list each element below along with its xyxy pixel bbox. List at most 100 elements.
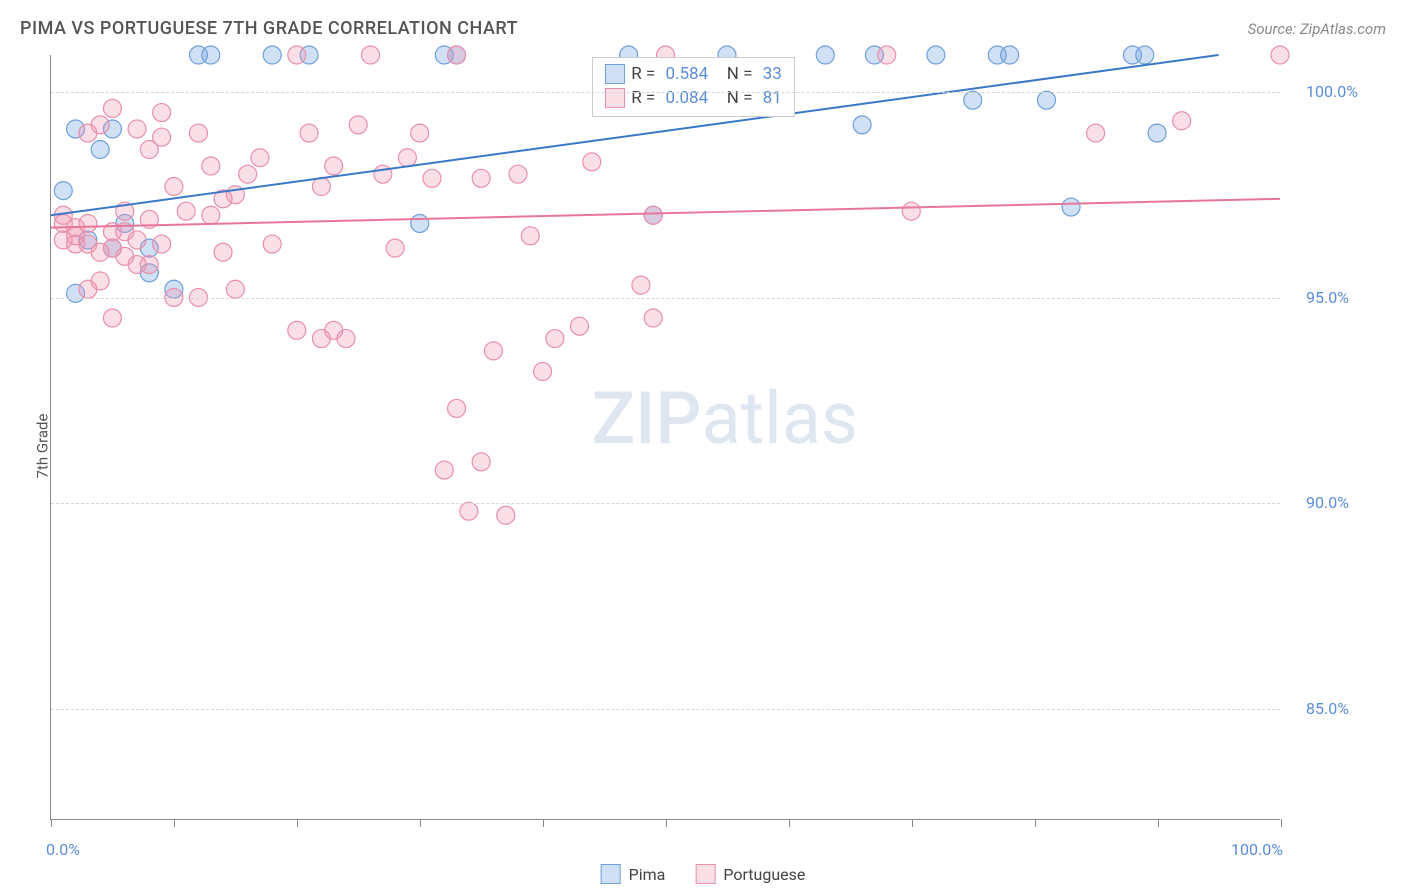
- x-tick: [420, 819, 421, 827]
- data-point: [583, 153, 601, 171]
- data-point: [644, 206, 662, 224]
- y-tick-label: 85.0%: [1306, 699, 1349, 718]
- legend-series-name: Pima: [629, 865, 666, 884]
- data-point: [497, 506, 515, 524]
- data-point: [546, 330, 564, 348]
- y-axis-label: 7th Grade: [33, 414, 51, 479]
- legend-r-label: R =: [631, 64, 659, 84]
- data-point: [644, 309, 662, 327]
- data-point: [103, 309, 121, 327]
- legend-n-value: 81: [763, 88, 782, 108]
- x-tick-label: 100.0%: [1231, 840, 1283, 859]
- data-point: [251, 149, 269, 167]
- data-point: [448, 399, 466, 417]
- data-point: [1148, 124, 1166, 142]
- data-point: [91, 141, 109, 159]
- legend-r-value: 0.084: [665, 88, 708, 108]
- data-point: [534, 362, 552, 380]
- gridline: [51, 709, 1280, 710]
- y-tick-label: 95.0%: [1306, 288, 1349, 307]
- x-tick: [912, 819, 913, 827]
- legend-n-label: N =: [714, 64, 757, 84]
- data-point: [177, 202, 195, 220]
- data-point: [853, 116, 871, 134]
- legend-n-label: N =: [714, 88, 757, 108]
- data-point: [202, 157, 220, 175]
- data-point: [521, 227, 539, 245]
- data-point: [632, 276, 650, 294]
- legend-r-value: 0.584: [665, 64, 708, 84]
- legend-swatch: [605, 88, 625, 108]
- y-tick-label: 100.0%: [1306, 82, 1358, 101]
- data-point: [153, 128, 171, 146]
- legend-row: R = 0.084 N = 81: [605, 86, 782, 110]
- x-tick: [174, 819, 175, 827]
- data-point: [202, 46, 220, 64]
- data-point: [165, 178, 183, 196]
- data-point: [263, 235, 281, 253]
- data-point: [300, 124, 318, 142]
- data-point: [423, 169, 441, 187]
- legend-item: Portuguese: [695, 864, 805, 884]
- data-point: [1001, 46, 1019, 64]
- legend-swatch: [601, 864, 621, 884]
- data-point: [153, 235, 171, 253]
- x-tick: [1281, 819, 1282, 827]
- x-tick: [51, 819, 52, 827]
- data-point: [472, 169, 490, 187]
- data-point: [927, 46, 945, 64]
- data-point: [202, 206, 220, 224]
- data-point: [878, 46, 896, 64]
- gridline: [51, 92, 1280, 93]
- data-point: [91, 116, 109, 134]
- series-legend: Pima Portuguese: [601, 864, 806, 884]
- x-tick: [297, 819, 298, 827]
- data-point: [484, 342, 502, 360]
- data-point: [816, 46, 834, 64]
- legend-row: R = 0.584 N = 33: [605, 62, 782, 86]
- source-label: Source: ZipAtlas.com: [1248, 20, 1386, 38]
- data-point: [386, 239, 404, 257]
- x-tick: [1035, 819, 1036, 827]
- data-point: [79, 215, 97, 233]
- data-point: [964, 91, 982, 109]
- data-point: [312, 178, 330, 196]
- data-point: [128, 120, 146, 138]
- legend-swatch: [605, 64, 625, 84]
- x-tick: [543, 819, 544, 827]
- data-point: [153, 104, 171, 122]
- x-tick: [666, 819, 667, 827]
- data-point: [1062, 198, 1080, 216]
- data-point: [1271, 46, 1289, 64]
- data-point: [263, 46, 281, 64]
- data-point: [189, 124, 207, 142]
- chart-plot-area: ZIPatlas R = 0.584 N = 33R = 0.084 N = 8…: [50, 55, 1280, 820]
- data-point: [349, 116, 367, 134]
- data-point: [91, 272, 109, 290]
- data-point: [140, 256, 158, 274]
- data-point: [902, 202, 920, 220]
- data-point: [472, 453, 490, 471]
- gridline: [51, 298, 1280, 299]
- data-point: [411, 124, 429, 142]
- data-point: [103, 99, 121, 117]
- legend-swatch: [695, 864, 715, 884]
- x-tick: [789, 819, 790, 827]
- data-point: [1037, 91, 1055, 109]
- data-point: [128, 231, 146, 249]
- y-tick-label: 90.0%: [1306, 493, 1349, 512]
- legend-r-label: R =: [631, 88, 659, 108]
- data-point: [570, 317, 588, 335]
- scatter-plot-svg: [51, 55, 1280, 819]
- chart-title: PIMA VS PORTUGUESE 7TH GRADE CORRELATION…: [20, 18, 518, 39]
- legend-series-name: Portuguese: [723, 865, 805, 884]
- legend-n-value: 33: [763, 64, 782, 84]
- data-point: [1087, 124, 1105, 142]
- data-point: [226, 280, 244, 298]
- data-point: [214, 243, 232, 261]
- data-point: [411, 215, 429, 233]
- data-point: [362, 46, 380, 64]
- data-point: [239, 165, 257, 183]
- data-point: [1173, 112, 1191, 130]
- correlation-legend: R = 0.584 N = 33R = 0.084 N = 81: [592, 57, 795, 117]
